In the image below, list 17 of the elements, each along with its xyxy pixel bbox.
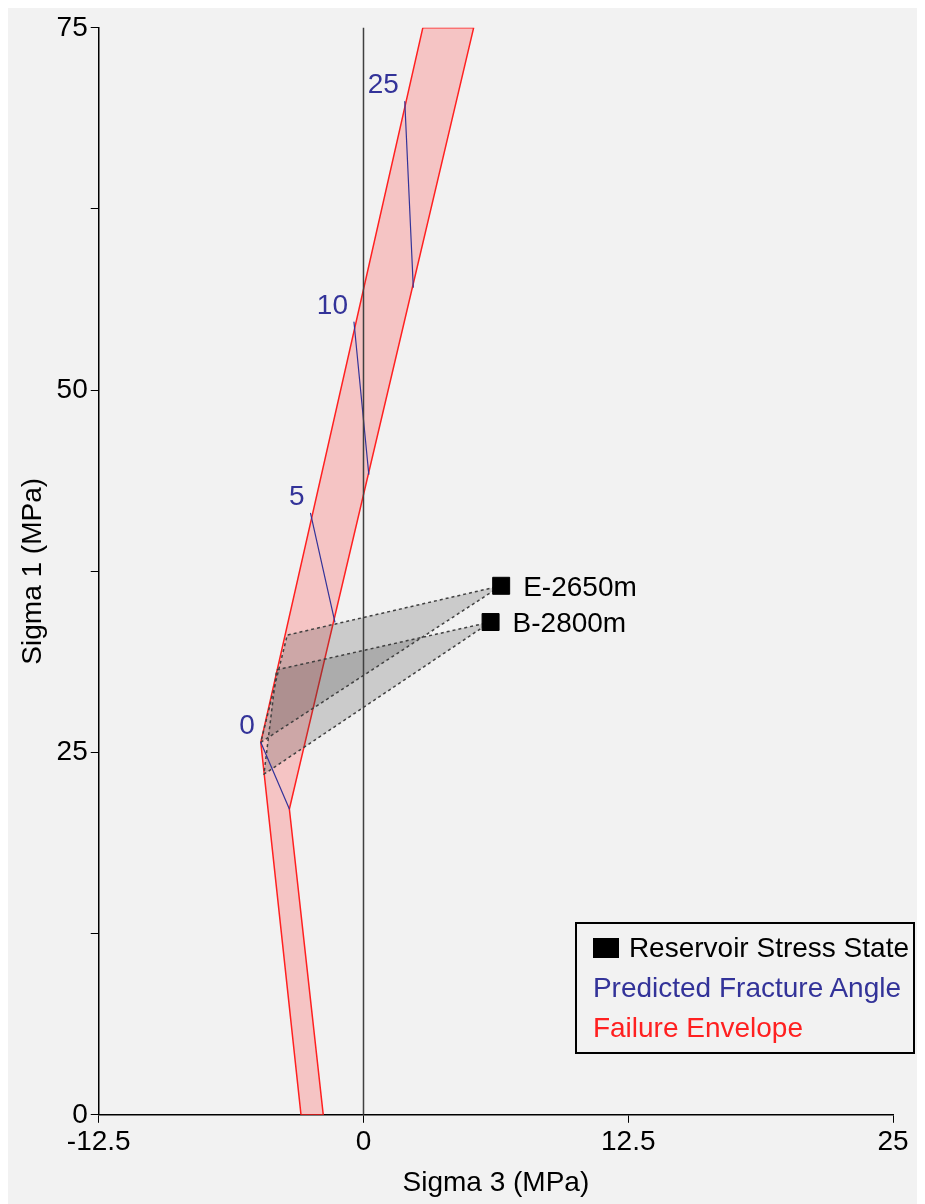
legend-label: Reservoir Stress State bbox=[628, 931, 909, 965]
x-tick-label: 12.5 bbox=[601, 1125, 656, 1157]
text: Failure Envelope bbox=[592, 1011, 804, 1045]
x-tick-label: 0 bbox=[355, 1125, 372, 1157]
data-label: E-2650m bbox=[523, 570, 637, 602]
y-tick-label: 75 bbox=[56, 10, 88, 42]
y-tick-label: 50 bbox=[56, 372, 88, 404]
y-tick-label: 25 bbox=[56, 735, 88, 767]
x-axis-title: Sigma 3 (MPa) bbox=[402, 1165, 590, 1197]
annotation: 10 bbox=[316, 288, 348, 320]
y-axis-title: Sigma 1 (MPa) bbox=[15, 477, 47, 665]
annotation: 25 bbox=[367, 68, 399, 100]
x-tick-label: 25 bbox=[877, 1125, 909, 1157]
annotation: 0 bbox=[239, 709, 255, 741]
annotation: 5 bbox=[288, 480, 305, 512]
text: Predicted Fracture Angle bbox=[592, 971, 902, 1005]
data-label: B-2800m bbox=[512, 606, 627, 638]
